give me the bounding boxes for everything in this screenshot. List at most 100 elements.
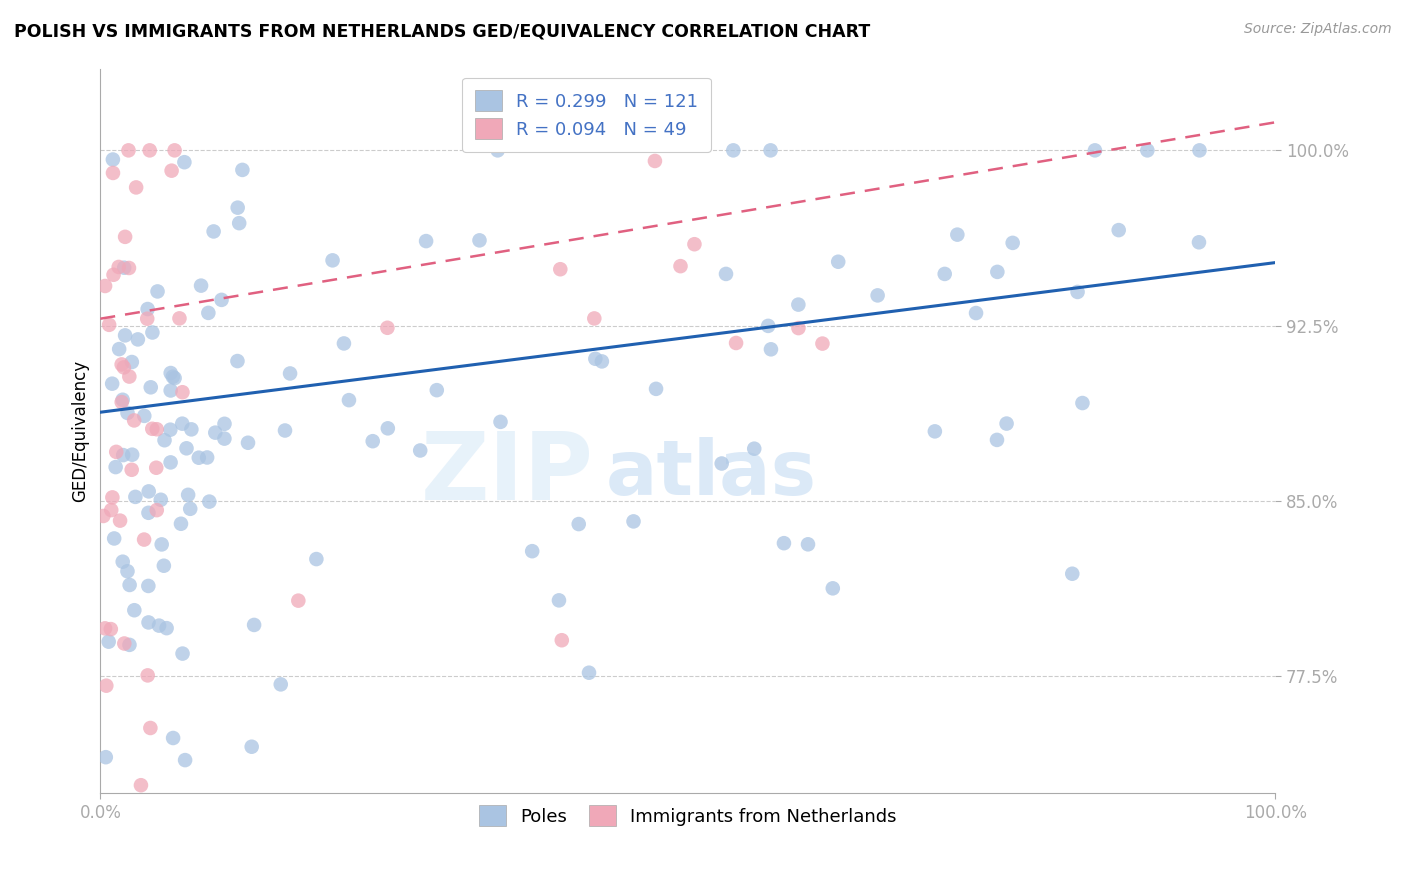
Point [118,578,141,592]
Point [287,593,309,607]
Point [159,423,181,437]
Point [946,227,969,242]
Point [811,336,834,351]
Point [145,460,167,475]
Point [111,395,134,409]
Point [101,491,124,505]
Point [278,367,301,381]
Point [118,369,141,384]
Point [377,320,399,334]
Point [141,326,163,340]
Point [756,318,779,333]
Point [190,278,212,293]
Point [114,328,136,343]
Point [138,579,160,593]
Point [986,433,1008,447]
Point [111,392,134,407]
Point [101,376,124,391]
Point [139,721,162,735]
Point [159,455,181,469]
Point [1062,566,1084,581]
Point [138,484,160,499]
Point [710,457,733,471]
Point [103,532,125,546]
Point [1108,223,1130,237]
Point [163,371,186,385]
Point [129,778,152,792]
Point [714,267,737,281]
Point [204,425,226,440]
Point [226,201,249,215]
Point [94,750,117,764]
Point [100,622,122,636]
Point [117,564,139,578]
Point [568,517,591,532]
Point [132,533,155,547]
Point [742,442,765,456]
Point [172,647,194,661]
Point [214,432,236,446]
Point [759,144,782,158]
Point [112,360,135,375]
Point [118,638,141,652]
Point [96,679,118,693]
Point [522,544,544,558]
Point [121,355,143,369]
Point [136,311,159,326]
Point [112,636,135,650]
Point [548,593,571,607]
Point [645,382,668,396]
Point [112,260,135,275]
Point [1001,235,1024,250]
Point [486,144,509,158]
Point [98,318,121,332]
Point [337,393,360,408]
Point [180,422,202,436]
Point [146,285,169,299]
Point [723,144,745,158]
Point [228,216,250,230]
Point [787,321,810,335]
Point [176,442,198,456]
Point [155,621,177,635]
Point [163,144,186,158]
Point [551,633,574,648]
Point [195,450,218,465]
Point [1136,144,1159,158]
Point [149,492,172,507]
Point [121,463,143,477]
Point [121,448,143,462]
Point [170,516,193,531]
Point [725,336,748,351]
Point [112,448,135,462]
Point [107,260,129,274]
Point [214,417,236,431]
Point [578,665,600,680]
Text: Source: ZipAtlas.com: Source: ZipAtlas.com [1244,22,1392,37]
Point [198,494,221,508]
Point [172,417,194,431]
Point [187,450,209,465]
Point [866,288,889,302]
Point [153,434,176,448]
Point [270,677,292,691]
Point [583,351,606,366]
Point [231,162,253,177]
Point [136,668,159,682]
Point [124,490,146,504]
Point [94,621,117,635]
Point [162,369,184,384]
Point [136,301,159,316]
Point [177,488,200,502]
Point [759,343,782,357]
Point [821,582,844,596]
Point [101,166,124,180]
Point [138,506,160,520]
Point [159,384,181,398]
Point [797,537,820,551]
Point [160,163,183,178]
Point [489,415,512,429]
Text: POLISH VS IMMIGRANTS FROM NETHERLANDS GED/EQUIVALENCY CORRELATION CHART: POLISH VS IMMIGRANTS FROM NETHERLANDS GE… [14,22,870,40]
Point [101,153,124,167]
Point [1188,235,1211,250]
